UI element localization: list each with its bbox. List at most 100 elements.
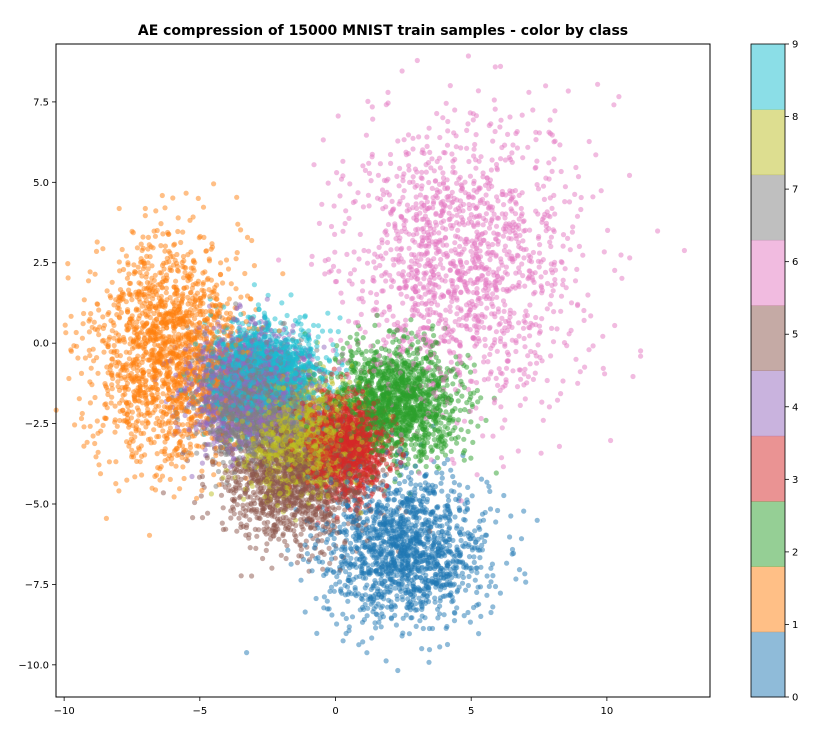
data-point-class-6 — [557, 142, 563, 148]
data-point-class-1 — [62, 322, 68, 328]
data-point-class-6 — [573, 356, 579, 362]
data-point-class-5 — [254, 533, 260, 539]
data-point-class-0 — [484, 592, 490, 598]
data-point-class-1 — [76, 396, 82, 402]
data-point-class-6 — [320, 137, 326, 143]
data-point-class-6 — [335, 113, 341, 119]
data-point-class-1 — [115, 379, 121, 385]
data-point-class-6 — [384, 317, 390, 323]
data-point-class-6 — [440, 170, 446, 176]
data-point-class-6 — [357, 231, 363, 237]
data-point-class-6 — [368, 290, 374, 296]
data-point-class-1 — [162, 205, 168, 211]
data-point-class-6 — [394, 246, 400, 252]
data-point-class-1 — [139, 472, 145, 478]
data-point-class-1 — [162, 439, 168, 445]
data-point-class-6 — [438, 256, 444, 263]
data-point-class-1 — [87, 400, 93, 406]
data-point-class-6 — [601, 249, 607, 255]
data-point-class-6 — [401, 327, 407, 333]
data-point-class-7 — [194, 450, 200, 456]
data-point-class-6 — [544, 306, 550, 312]
data-point-class-2 — [471, 362, 477, 368]
data-point-class-6 — [366, 160, 372, 166]
data-point-class-6 — [455, 227, 461, 233]
data-point-class-0 — [459, 580, 466, 586]
data-point-class-6 — [574, 266, 580, 272]
data-point-class-6 — [385, 89, 391, 95]
data-point-class-6 — [548, 293, 555, 299]
data-point-class-6 — [452, 107, 458, 113]
data-point-class-2 — [428, 444, 434, 450]
data-point-class-6 — [391, 262, 397, 268]
data-point-class-1 — [101, 349, 107, 355]
data-point-class-0 — [365, 605, 371, 611]
data-point-class-1 — [153, 208, 159, 214]
data-point-class-6 — [551, 309, 557, 315]
data-point-class-6 — [428, 165, 434, 171]
data-point-class-6 — [520, 325, 527, 331]
data-point-class-0 — [438, 480, 444, 486]
data-point-class-6 — [490, 138, 496, 144]
data-point-class-1 — [195, 195, 201, 201]
data-point-class-2 — [340, 345, 346, 351]
data-point-class-6 — [566, 199, 573, 205]
data-point-class-6 — [388, 247, 394, 253]
data-point-class-6 — [276, 257, 282, 263]
data-point-class-4 — [199, 460, 205, 466]
data-point-class-6 — [534, 158, 540, 164]
data-point-class-1 — [238, 294, 244, 300]
data-point-class-6 — [344, 251, 350, 257]
data-point-class-1 — [79, 410, 85, 417]
data-point-class-6 — [473, 165, 479, 171]
data-point-class-4 — [321, 344, 327, 350]
data-point-class-0 — [417, 618, 423, 624]
data-point-class-1 — [242, 270, 248, 277]
data-point-class-5 — [319, 538, 325, 544]
data-point-class-6 — [546, 160, 552, 166]
data-point-class-1 — [86, 329, 92, 335]
data-point-class-1 — [224, 310, 230, 316]
data-point-class-6 — [569, 229, 576, 235]
data-point-class-5 — [243, 532, 249, 538]
data-point-class-6 — [443, 317, 449, 323]
data-point-class-6 — [500, 233, 506, 239]
data-point-class-1 — [217, 271, 224, 277]
data-point-class-0 — [413, 482, 419, 488]
data-point-class-6 — [522, 366, 528, 372]
data-point-class-6 — [499, 425, 505, 431]
data-point-class-1 — [109, 386, 115, 392]
data-point-class-1 — [125, 307, 131, 313]
data-point-class-6 — [434, 110, 440, 117]
data-point-class-1 — [170, 195, 176, 201]
data-point-class-5 — [196, 474, 203, 480]
data-point-class-6 — [388, 160, 394, 166]
data-point-class-1 — [111, 322, 117, 328]
data-point-class-6 — [536, 330, 543, 336]
data-point-class-2 — [354, 331, 360, 337]
data-point-class-0 — [463, 587, 469, 593]
data-point-class-0 — [378, 624, 384, 630]
data-point-class-0 — [478, 476, 485, 482]
data-point-class-0 — [420, 625, 426, 632]
data-point-class-1 — [65, 261, 71, 267]
data-point-class-6 — [494, 194, 500, 200]
data-point-class-6 — [413, 201, 419, 207]
data-point-class-6 — [454, 311, 460, 317]
data-point-class-6 — [328, 337, 334, 343]
data-point-class-2 — [461, 436, 467, 442]
data-point-class-6 — [525, 353, 531, 359]
data-point-class-6 — [548, 353, 554, 359]
data-point-class-0 — [343, 569, 349, 575]
data-point-class-1 — [66, 375, 72, 382]
data-point-class-5 — [198, 493, 204, 499]
chart-title: AE compression of 15000 MNIST train samp… — [138, 23, 628, 39]
data-point-class-6 — [552, 267, 559, 273]
data-point-class-6 — [461, 418, 468, 424]
data-point-class-2 — [347, 334, 353, 340]
data-point-class-1 — [94, 239, 100, 245]
data-point-class-6 — [518, 376, 524, 382]
data-point-class-6 — [581, 307, 587, 314]
data-point-class-6 — [560, 232, 567, 238]
